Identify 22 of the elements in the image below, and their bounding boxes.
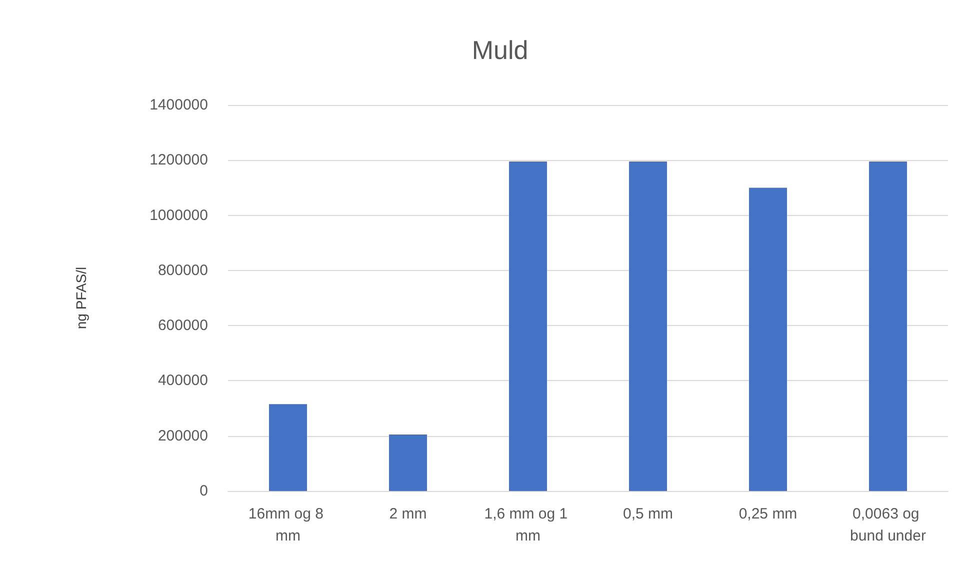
x-tick-label: 0,0063 og bund under [850,506,926,544]
y-tick-label: 200000 [158,427,208,444]
bar [629,162,667,491]
y-tick-label: 1000000 [150,206,208,224]
y-tick-label: 600000 [158,317,208,334]
x-tick-label: 1,6 mm og 1 mm [484,506,572,544]
bar [749,188,787,491]
x-tick-label: 16mm og 8 mm [248,506,328,544]
y-tick-label: 1400000 [150,96,208,114]
bar [869,162,907,491]
x-tick-label: 0,25 mm [738,506,798,522]
bar [389,434,427,491]
y-tick-label: 400000 [158,372,208,390]
y-tick-label: 1200000 [150,152,208,169]
chart-title: Muld [472,35,528,65]
y-axis-title: ng PFAS/l [73,266,89,330]
bar [509,162,547,491]
y-tick-label: 800000 [158,262,208,279]
x-tick-label: 0,5 mm [622,506,674,522]
bar [269,404,307,491]
x-tick-label: 2 mm [389,506,427,522]
y-tick-label: 0 [200,482,208,500]
